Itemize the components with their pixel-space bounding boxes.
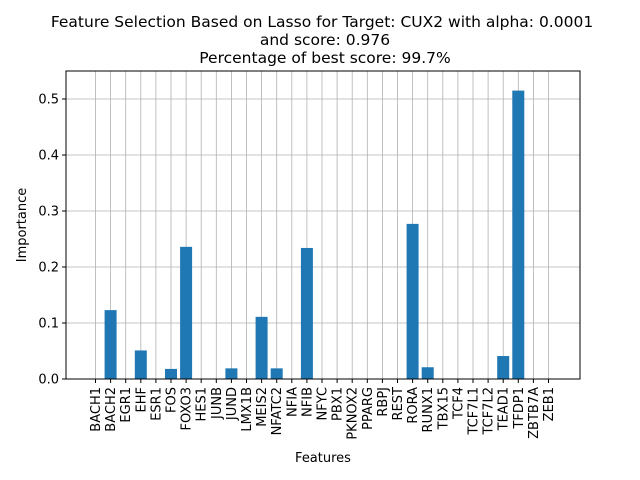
- x-tick-label: PBX1: [331, 387, 346, 421]
- x-tick-label: NFATC2: [270, 387, 285, 435]
- x-tick-label: LMX1B: [240, 387, 255, 432]
- bar-tfdp1: [512, 90, 525, 379]
- x-tick-label: JUND: [225, 387, 240, 421]
- x-tick-label: FOXO3: [180, 387, 195, 430]
- x-tick-label: EGR1: [119, 387, 134, 423]
- bar-ehf: [134, 350, 147, 379]
- y-tick-label: 0.1: [38, 317, 59, 332]
- bar-foxo3: [180, 246, 193, 379]
- x-tick-label: BACH1: [89, 387, 104, 432]
- x-tick-label: TBX15: [436, 387, 451, 430]
- x-tick-label: RBPJ: [376, 387, 391, 417]
- x-tick-label: BACH2: [104, 387, 119, 432]
- x-tick-label: TCF7L2: [482, 387, 497, 436]
- chart-title-line-3: Percentage of best score: 99.7%: [199, 49, 450, 67]
- x-tick-label: ZBTB7A: [527, 387, 542, 439]
- plot-frame: [65, 70, 581, 380]
- x-tick-label: PKNOX2: [346, 387, 361, 440]
- bars: [104, 90, 525, 379]
- x-tick-label: NFIA: [285, 387, 300, 417]
- y-tick-label: 0.3: [38, 205, 59, 220]
- x-tick-label: TEAD1: [497, 387, 512, 431]
- x-tick-label: RORA: [406, 387, 421, 424]
- x-axis-ticks: BACH1 BACH2 EGR1 EHF ESR1 FOS FOXO3 HES1 JUNB JUN…: [89, 379, 557, 440]
- bar-runx1: [421, 367, 434, 379]
- bar-tead1: [497, 356, 510, 379]
- y-tick-label: 0.0: [38, 373, 59, 388]
- bar-fos: [165, 368, 177, 379]
- chart-title-line-2: and score: 0.976: [260, 31, 390, 49]
- x-tick-label: REST: [391, 387, 406, 420]
- y-tick-label: 0.2: [38, 261, 59, 276]
- x-tick-label: TCF4: [451, 387, 466, 420]
- x-tick-label: NFYC: [316, 387, 331, 421]
- x-tick-label: MEIS2: [255, 387, 270, 427]
- x-tick-label: TCF7L1: [467, 387, 482, 436]
- bar-rora: [406, 223, 419, 379]
- x-tick-label: RUNX1: [421, 387, 436, 432]
- bar-bach2: [104, 310, 117, 379]
- x-tick-label: HES1: [195, 387, 210, 422]
- x-tick-label: ZEB1: [542, 387, 557, 421]
- x-tick-label: NFIB: [300, 387, 315, 417]
- bar-nfatc2: [270, 368, 283, 379]
- x-axis-label: Features: [295, 451, 351, 466]
- y-tick-label: 0.5: [38, 93, 59, 108]
- y-tick-label: 0.4: [38, 149, 59, 164]
- plot-area: [66, 71, 580, 379]
- y-axis-label: Importance: [15, 188, 30, 263]
- x-tick-label: ESR1: [149, 387, 164, 421]
- bar-nfib: [300, 247, 313, 379]
- x-tick-label: TFDP1: [512, 387, 527, 430]
- chart-title-line-1: Feature Selection Based on Lasso for Tar…: [51, 13, 593, 31]
- x-tick-label: EHF: [134, 387, 149, 412]
- bar-jund: [225, 368, 238, 379]
- x-tick-label: PPARG: [361, 387, 376, 430]
- x-tick-label: FOS: [165, 387, 180, 413]
- y-axis-ticks: 0.0 0.1 0.2 0.3 0.4 0.5: [38, 93, 66, 388]
- bar-meis2: [255, 316, 268, 379]
- x-tick-label: JUNB: [210, 387, 225, 420]
